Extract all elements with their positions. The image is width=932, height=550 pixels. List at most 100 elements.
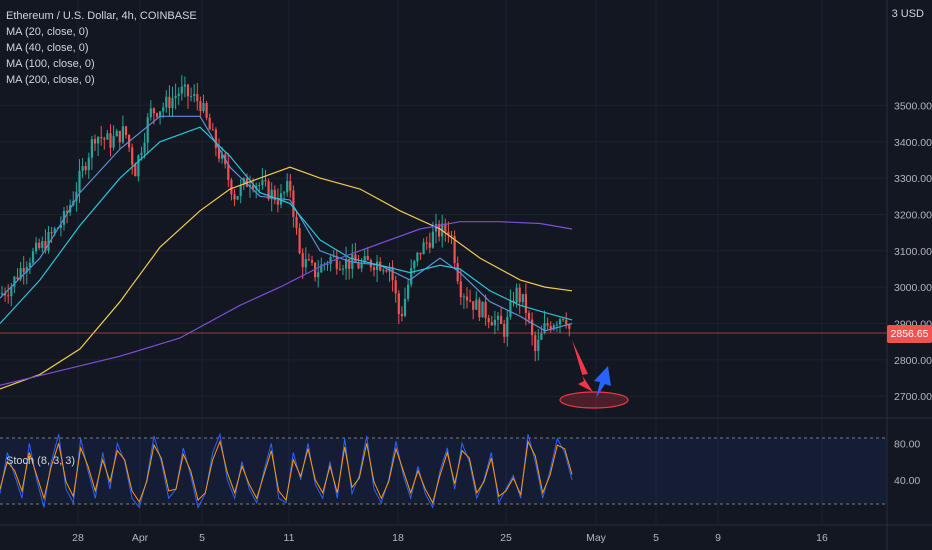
candle-body bbox=[50, 232, 53, 234]
stoch-axis: 80.00 40.00 bbox=[894, 438, 920, 487]
candle-body bbox=[348, 258, 351, 269]
candle-body bbox=[19, 268, 22, 280]
candle-body bbox=[403, 298, 407, 317]
symbol-title[interactable]: Ethereum / U.S. Dollar, 4h, COINBASE bbox=[6, 10, 197, 22]
candle-body bbox=[100, 137, 103, 139]
candle-body bbox=[515, 287, 518, 303]
candle-body bbox=[239, 184, 242, 197]
candle-body bbox=[143, 142, 146, 153]
price-tick-label: 3500.00 bbox=[894, 100, 932, 112]
time-tick-label: 11 bbox=[284, 532, 295, 544]
candle-body bbox=[493, 319, 496, 326]
candle-body bbox=[366, 256, 369, 261]
candle-body bbox=[159, 111, 162, 117]
candle-body bbox=[372, 267, 376, 271]
candle-body bbox=[484, 301, 487, 318]
candle-body bbox=[121, 126, 124, 143]
candle-body bbox=[524, 293, 527, 313]
candle-body bbox=[28, 262, 31, 267]
candle-body bbox=[106, 133, 109, 140]
candle-body bbox=[180, 86, 183, 94]
candle-body bbox=[165, 96, 168, 108]
candle-body bbox=[103, 138, 106, 140]
stoch-band bbox=[0, 438, 887, 504]
candle-body bbox=[410, 268, 413, 285]
candle-body bbox=[53, 228, 56, 234]
time-tick-label: 5 bbox=[653, 532, 659, 544]
candle-body bbox=[236, 196, 239, 200]
legend-ma100[interactable]: MA (100, close, 0) bbox=[6, 58, 95, 70]
candle-body bbox=[546, 323, 549, 326]
candle-body bbox=[168, 96, 171, 109]
candle-body bbox=[388, 266, 391, 272]
candle-body bbox=[568, 324, 571, 329]
candle-body bbox=[295, 216, 298, 229]
candle-body bbox=[562, 319, 565, 321]
candle-body bbox=[137, 155, 140, 177]
candle-body bbox=[509, 300, 512, 317]
price-tick-label: 2700.00 bbox=[894, 391, 932, 403]
candle-body bbox=[459, 281, 462, 298]
candle-body bbox=[140, 152, 143, 156]
currency-label[interactable]: 3 USD bbox=[892, 8, 924, 20]
candle-body bbox=[75, 191, 78, 201]
candle-body bbox=[183, 84, 186, 87]
candle-body bbox=[317, 272, 320, 278]
candle-body bbox=[109, 133, 112, 148]
time-tick-label: Apr bbox=[132, 532, 149, 544]
candle-body bbox=[363, 256, 366, 263]
legend-ma200[interactable]: MA (200, close, 0) bbox=[6, 74, 95, 86]
time-axis[interactable]: 28 Apr 5 11 18 25 May 5 9 16 bbox=[72, 532, 828, 544]
candle-body bbox=[425, 242, 428, 244]
candle-body bbox=[202, 103, 205, 112]
stoch-line bbox=[0, 439, 573, 505]
chart-legend: Ethereum / U.S. Dollar, 4h, COINBASE MA … bbox=[6, 8, 197, 88]
price-tick-label: 3400.00 bbox=[894, 137, 932, 149]
candle-body bbox=[341, 268, 345, 270]
time-tick-label: May bbox=[586, 532, 607, 544]
arrow-up-icon[interactable] bbox=[594, 366, 611, 398]
candle-body bbox=[338, 268, 341, 270]
price-tick-label: 3000.00 bbox=[894, 282, 932, 294]
candle-body bbox=[558, 319, 562, 325]
candle-body bbox=[13, 276, 16, 287]
price-tick-label: 3100.00 bbox=[894, 246, 932, 258]
candle-body bbox=[357, 262, 360, 269]
candle-body bbox=[31, 251, 35, 263]
candle-body bbox=[205, 103, 208, 118]
candle-body bbox=[292, 190, 295, 217]
candle-body bbox=[478, 299, 481, 318]
legend-ma40[interactable]: MA (40, close, 0) bbox=[6, 42, 89, 54]
candle-body bbox=[227, 164, 230, 180]
candle-body bbox=[422, 242, 425, 255]
candle-body bbox=[214, 129, 217, 148]
ma-line bbox=[0, 115, 573, 332]
candle-body bbox=[286, 181, 289, 193]
candle-body bbox=[400, 313, 403, 317]
candle-body bbox=[555, 324, 558, 326]
candle-body bbox=[0, 293, 4, 295]
moving-averages bbox=[0, 115, 573, 390]
legend-ma20[interactable]: MA (20, close, 0) bbox=[6, 26, 89, 38]
candle-body bbox=[416, 252, 419, 262]
time-tick-label: 25 bbox=[500, 532, 512, 544]
candle-body bbox=[59, 224, 62, 229]
candle-body bbox=[44, 241, 47, 251]
candle-body bbox=[155, 113, 159, 117]
candle-body bbox=[78, 170, 81, 192]
target-zone-ellipse[interactable] bbox=[559, 391, 629, 409]
candle-body bbox=[152, 108, 155, 114]
candle-body bbox=[552, 325, 555, 330]
candle-body bbox=[38, 242, 41, 248]
arrow-down-icon[interactable] bbox=[572, 340, 593, 392]
price-axis[interactable]: 3500.00 3400.00 3300.00 3200.00 3100.00 3000.… bbox=[894, 100, 932, 403]
ma-line bbox=[0, 126, 573, 324]
candle-body bbox=[186, 84, 190, 97]
candle-body bbox=[475, 299, 478, 310]
stoch-legend[interactable]: Stoch (8, 3, 3) bbox=[6, 455, 76, 467]
candle-body bbox=[413, 261, 416, 269]
candle-body bbox=[335, 256, 338, 269]
candle-body bbox=[537, 339, 540, 351]
candle-body bbox=[267, 181, 270, 200]
